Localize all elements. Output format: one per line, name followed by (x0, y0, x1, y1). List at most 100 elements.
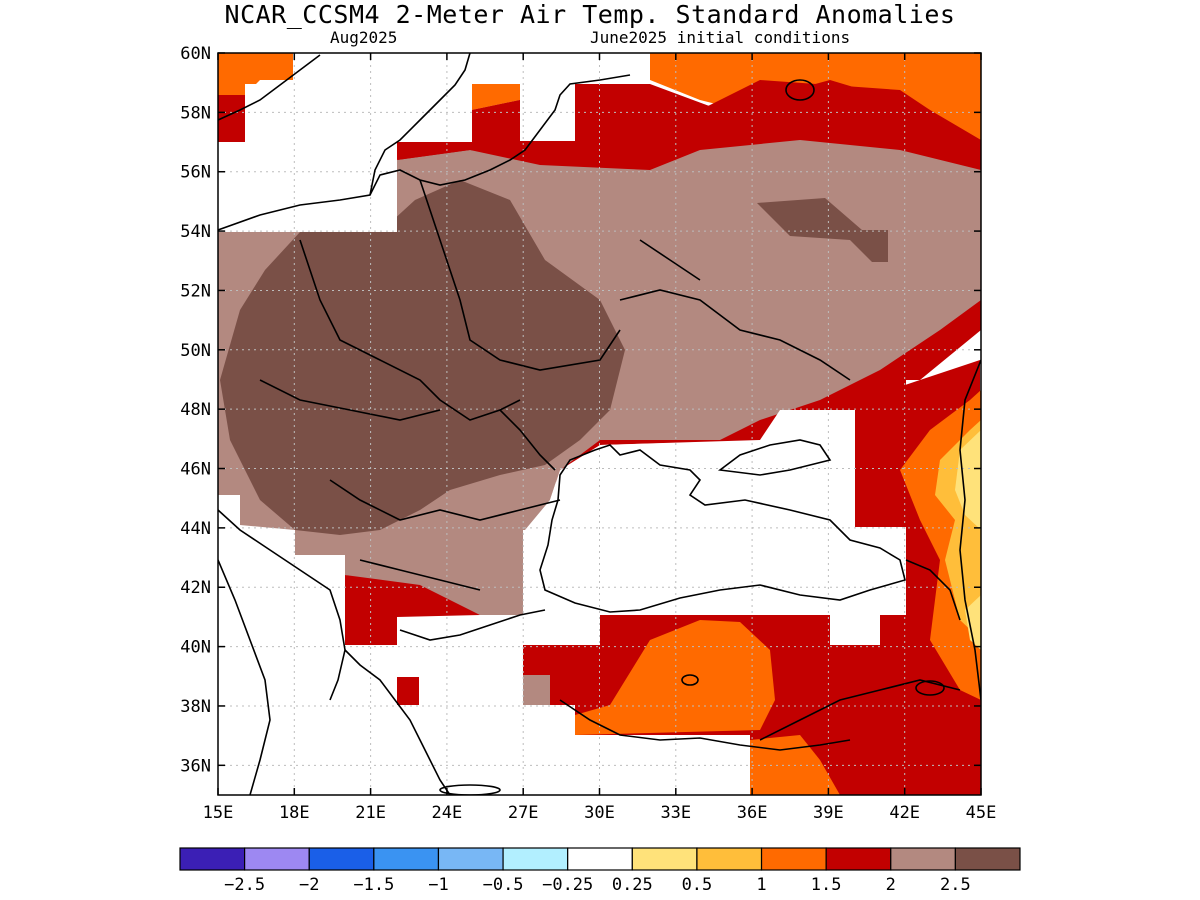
border (639, 239, 701, 281)
colorbar-swatch (179, 847, 246, 871)
lat-tick-label: 38N (180, 697, 211, 717)
black-sea-coast (539, 444, 906, 613)
colorbar-swatch (308, 847, 375, 871)
colorbar-label: −0.25 (542, 875, 593, 895)
azov-coast (717, 439, 832, 476)
colorbar-swatch (825, 847, 892, 871)
italy-coast (218, 559, 271, 795)
field-brown-core (220, 180, 625, 535)
lat-tick-label: 60N (180, 44, 211, 64)
field-red-topleft (218, 95, 245, 142)
border (299, 239, 521, 421)
border (905, 559, 961, 621)
colorbar-label: −1 (428, 875, 448, 895)
colorbar-label: 2.5 (940, 875, 971, 895)
field-red-small (397, 677, 419, 705)
colorbar-label: −0.5 (483, 875, 524, 895)
lat-tick-label: 48N (180, 400, 211, 420)
border (499, 409, 556, 471)
field-white-gap (218, 142, 397, 232)
forecast-month: Aug2025 (330, 28, 398, 47)
border (619, 289, 851, 381)
colorbar-label: 0.25 (612, 875, 653, 895)
field-orange-central-anatolia (575, 620, 775, 735)
aegean-north (399, 609, 546, 641)
greece-coast (344, 649, 451, 795)
colorbar-swatch (567, 847, 633, 871)
field-red-north-strip (397, 84, 720, 160)
colorbar-label: 1.5 (811, 875, 842, 895)
lake (785, 79, 815, 101)
scandinavia-coast (218, 54, 321, 121)
lon-tick-label: 45E (966, 803, 997, 823)
lat-tick-label: 46N (180, 460, 211, 480)
border (419, 179, 621, 371)
lon-tick-label: 18E (279, 803, 310, 823)
field-yellow-east2 (965, 595, 981, 650)
lake-van (915, 680, 945, 696)
colorbar-label: −2 (299, 875, 319, 895)
field-white-blacksea (523, 410, 906, 645)
field-yellow-east (955, 430, 981, 530)
anomaly-fields (218, 53, 981, 795)
field-tan-small (523, 675, 550, 705)
lon-tick-label: 36E (737, 803, 768, 823)
colorbar-swatch (890, 847, 956, 871)
lon-tick-label: 39E (813, 803, 844, 823)
lon-tick-label: 24E (432, 803, 463, 823)
colorbar-swatch (437, 847, 504, 871)
lake (681, 674, 699, 686)
map-axes: 15E 18E 21E 24E 27E 30E 33E 36E 39E 42E 45E 60N 58N 5… (180, 44, 996, 823)
colorbar-label: −1.5 (353, 875, 394, 895)
lat-tick-label: 36N (180, 756, 211, 776)
field-red-balkan (345, 575, 480, 645)
island-crete (439, 784, 501, 795)
field-orange-north2 (472, 84, 520, 110)
lon-tick-label: 21E (355, 803, 386, 823)
colorbar-swatch (631, 847, 698, 871)
map-title: NCAR_CCSM4 2-Meter Air Temp. Standard An… (224, 0, 956, 29)
caspian-west-coast (959, 359, 981, 701)
lat-tick-label: 54N (180, 222, 211, 242)
lat-tick-label: 52N (180, 281, 211, 301)
baltic-coast (218, 74, 631, 231)
colorbar-label: 2 (886, 875, 896, 895)
lat-tick-label: 42N (180, 578, 211, 598)
lon-tick-label: 42E (889, 803, 920, 823)
field-brown-east (757, 198, 888, 262)
border (359, 559, 481, 591)
colorbar-swatch (373, 847, 440, 871)
colorbar-swatch (502, 847, 569, 871)
field-white-gap (218, 495, 240, 525)
field-white-greece (218, 525, 750, 795)
lat-tick-label: 58N (180, 103, 211, 123)
lat-tick-label: 44N (180, 519, 211, 539)
field-white-gap (293, 53, 650, 84)
colorbar-label: −2.5 (224, 875, 265, 895)
lon-tick-label: 15E (203, 803, 234, 823)
colorbar-swatch (244, 847, 310, 871)
lat-tick-label: 40N (180, 638, 211, 658)
adriatic-coast (218, 509, 346, 701)
lat-tick-label: 56N (180, 163, 211, 183)
colorbar-swatch (696, 847, 763, 871)
turkey-south-coast (559, 699, 851, 751)
lon-tick-label: 30E (584, 803, 615, 823)
field-white-gap (245, 84, 472, 142)
lon-tick-label: 33E (660, 803, 691, 823)
colorbar-label: 1 (756, 875, 766, 895)
field-orange-topleft (218, 53, 293, 95)
colorbar-swatch (954, 847, 1021, 871)
border (259, 379, 441, 421)
field-white-gap (520, 84, 575, 141)
colorbar: −2.5 −2 −1.5 −1 −0.5 −0.25 0.25 0.5 1 1.5 2 2.5 (179, 847, 1021, 895)
lat-tick-label: 50N (180, 341, 211, 361)
colorbar-swatch (760, 847, 827, 871)
sweden-coast (369, 53, 471, 196)
lon-tick-label: 27E (508, 803, 539, 823)
coastlines-and-borders (218, 53, 981, 795)
initial-conditions-label: June2025 initial conditions (590, 28, 851, 47)
colorbar-label: 0.5 (682, 875, 713, 895)
border (329, 479, 561, 521)
